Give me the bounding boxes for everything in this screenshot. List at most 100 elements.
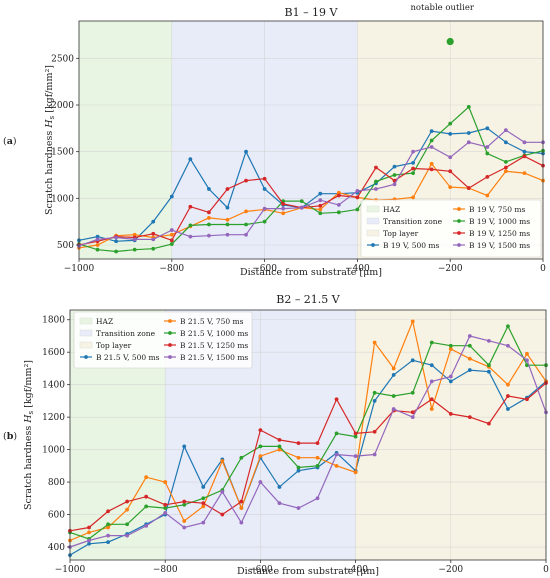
data-point xyxy=(391,407,396,411)
data-point xyxy=(207,233,211,238)
data-point xyxy=(522,154,527,159)
legend-swatch xyxy=(366,229,380,237)
data-point xyxy=(448,343,453,348)
data-point xyxy=(448,121,453,126)
legend-label: Top layer xyxy=(96,341,132,350)
data-point xyxy=(258,428,263,433)
data-point xyxy=(244,209,248,214)
data-point xyxy=(315,441,320,446)
data-point xyxy=(336,190,341,195)
data-point xyxy=(201,520,206,525)
data-point xyxy=(151,231,156,236)
x-tick-label: −800 xyxy=(153,565,178,575)
legend-marker xyxy=(371,243,375,247)
data-point xyxy=(429,129,434,134)
legend-swatch xyxy=(79,329,93,337)
x-tick-label: −800 xyxy=(159,264,184,274)
data-point xyxy=(506,343,510,348)
data-point xyxy=(392,173,397,177)
data-point xyxy=(391,373,396,377)
data-point xyxy=(207,210,211,215)
data-point xyxy=(522,140,527,145)
data-point xyxy=(87,541,91,546)
series-line-3 xyxy=(69,324,546,540)
data-point xyxy=(163,511,168,515)
data-point xyxy=(525,358,529,363)
data-point xyxy=(466,140,471,145)
data-point xyxy=(299,205,304,210)
legend-marker xyxy=(457,243,461,247)
data-point xyxy=(144,494,149,499)
data-point xyxy=(132,247,137,252)
data-point xyxy=(201,501,206,506)
y-tick-label: 2000 xyxy=(51,101,74,111)
x-tick-label: −600 xyxy=(252,264,277,274)
data-point xyxy=(506,324,510,329)
data-point xyxy=(353,470,358,475)
data-point xyxy=(281,211,286,216)
plot-frame xyxy=(69,309,547,561)
data-point xyxy=(262,219,267,224)
data-point xyxy=(106,522,110,527)
data-point xyxy=(411,166,415,171)
data-point xyxy=(151,246,156,251)
legend-marker xyxy=(457,231,461,235)
data-point xyxy=(503,165,508,170)
data-point xyxy=(503,128,508,133)
data-point xyxy=(239,520,244,525)
series-line-1 xyxy=(69,359,547,556)
data-point xyxy=(182,502,187,507)
x-axis-label: Distance from substrate [μm] xyxy=(240,267,382,278)
data-point xyxy=(315,496,320,501)
x-tick-label: −200 xyxy=(438,565,463,575)
data-point xyxy=(353,454,358,459)
legend: HAZ B 19 V, 750 ms Transition zone B 19 V, … xyxy=(360,199,542,258)
data-point xyxy=(207,216,211,220)
y-axis-label: Scratch hardness Hs [kgf/mm²] xyxy=(44,65,56,215)
x-tick-label: −400 xyxy=(345,264,370,274)
chart-panel-1: notable outlier −1000 −800 −600 −400 −200 0 500… xyxy=(3,3,546,278)
data-point xyxy=(410,358,415,363)
data-point xyxy=(125,533,130,538)
data-point xyxy=(467,356,472,361)
data-point xyxy=(466,104,471,109)
data-point xyxy=(182,444,187,449)
data-point xyxy=(239,499,244,504)
data-point xyxy=(95,234,100,239)
data-point xyxy=(503,140,508,145)
x-tick-label: 0 xyxy=(543,565,549,575)
data-point xyxy=(486,421,491,426)
data-point xyxy=(372,399,377,403)
data-point xyxy=(315,455,320,460)
data-point xyxy=(334,431,339,436)
data-point xyxy=(466,186,471,190)
legend-label: B 19 V, 1000 ms xyxy=(469,217,530,226)
y-tick-label: 1600 xyxy=(42,348,65,358)
data-point xyxy=(151,237,156,242)
data-point xyxy=(299,199,304,204)
legend-box xyxy=(73,311,253,369)
data-point xyxy=(374,179,378,184)
data-point xyxy=(410,319,415,324)
annotation-label: notable outlier xyxy=(410,3,474,13)
data-point xyxy=(169,194,174,199)
data-point xyxy=(392,164,397,169)
data-point xyxy=(334,463,339,468)
data-point xyxy=(410,415,415,420)
data-point xyxy=(411,171,415,176)
data-point xyxy=(258,480,263,484)
region-haz xyxy=(79,21,172,259)
y-tick-label: 600 xyxy=(48,511,65,521)
data-point xyxy=(258,444,263,449)
series-line-4 xyxy=(69,382,547,532)
data-point xyxy=(448,155,453,160)
legend-marker xyxy=(457,219,461,223)
data-point xyxy=(114,239,119,244)
data-point xyxy=(355,195,360,200)
data-point xyxy=(429,161,434,166)
data-point xyxy=(277,437,282,442)
data-point xyxy=(169,232,174,237)
data-point xyxy=(95,243,100,247)
y-tick-label: 1400 xyxy=(42,381,65,391)
data-point xyxy=(355,207,360,212)
